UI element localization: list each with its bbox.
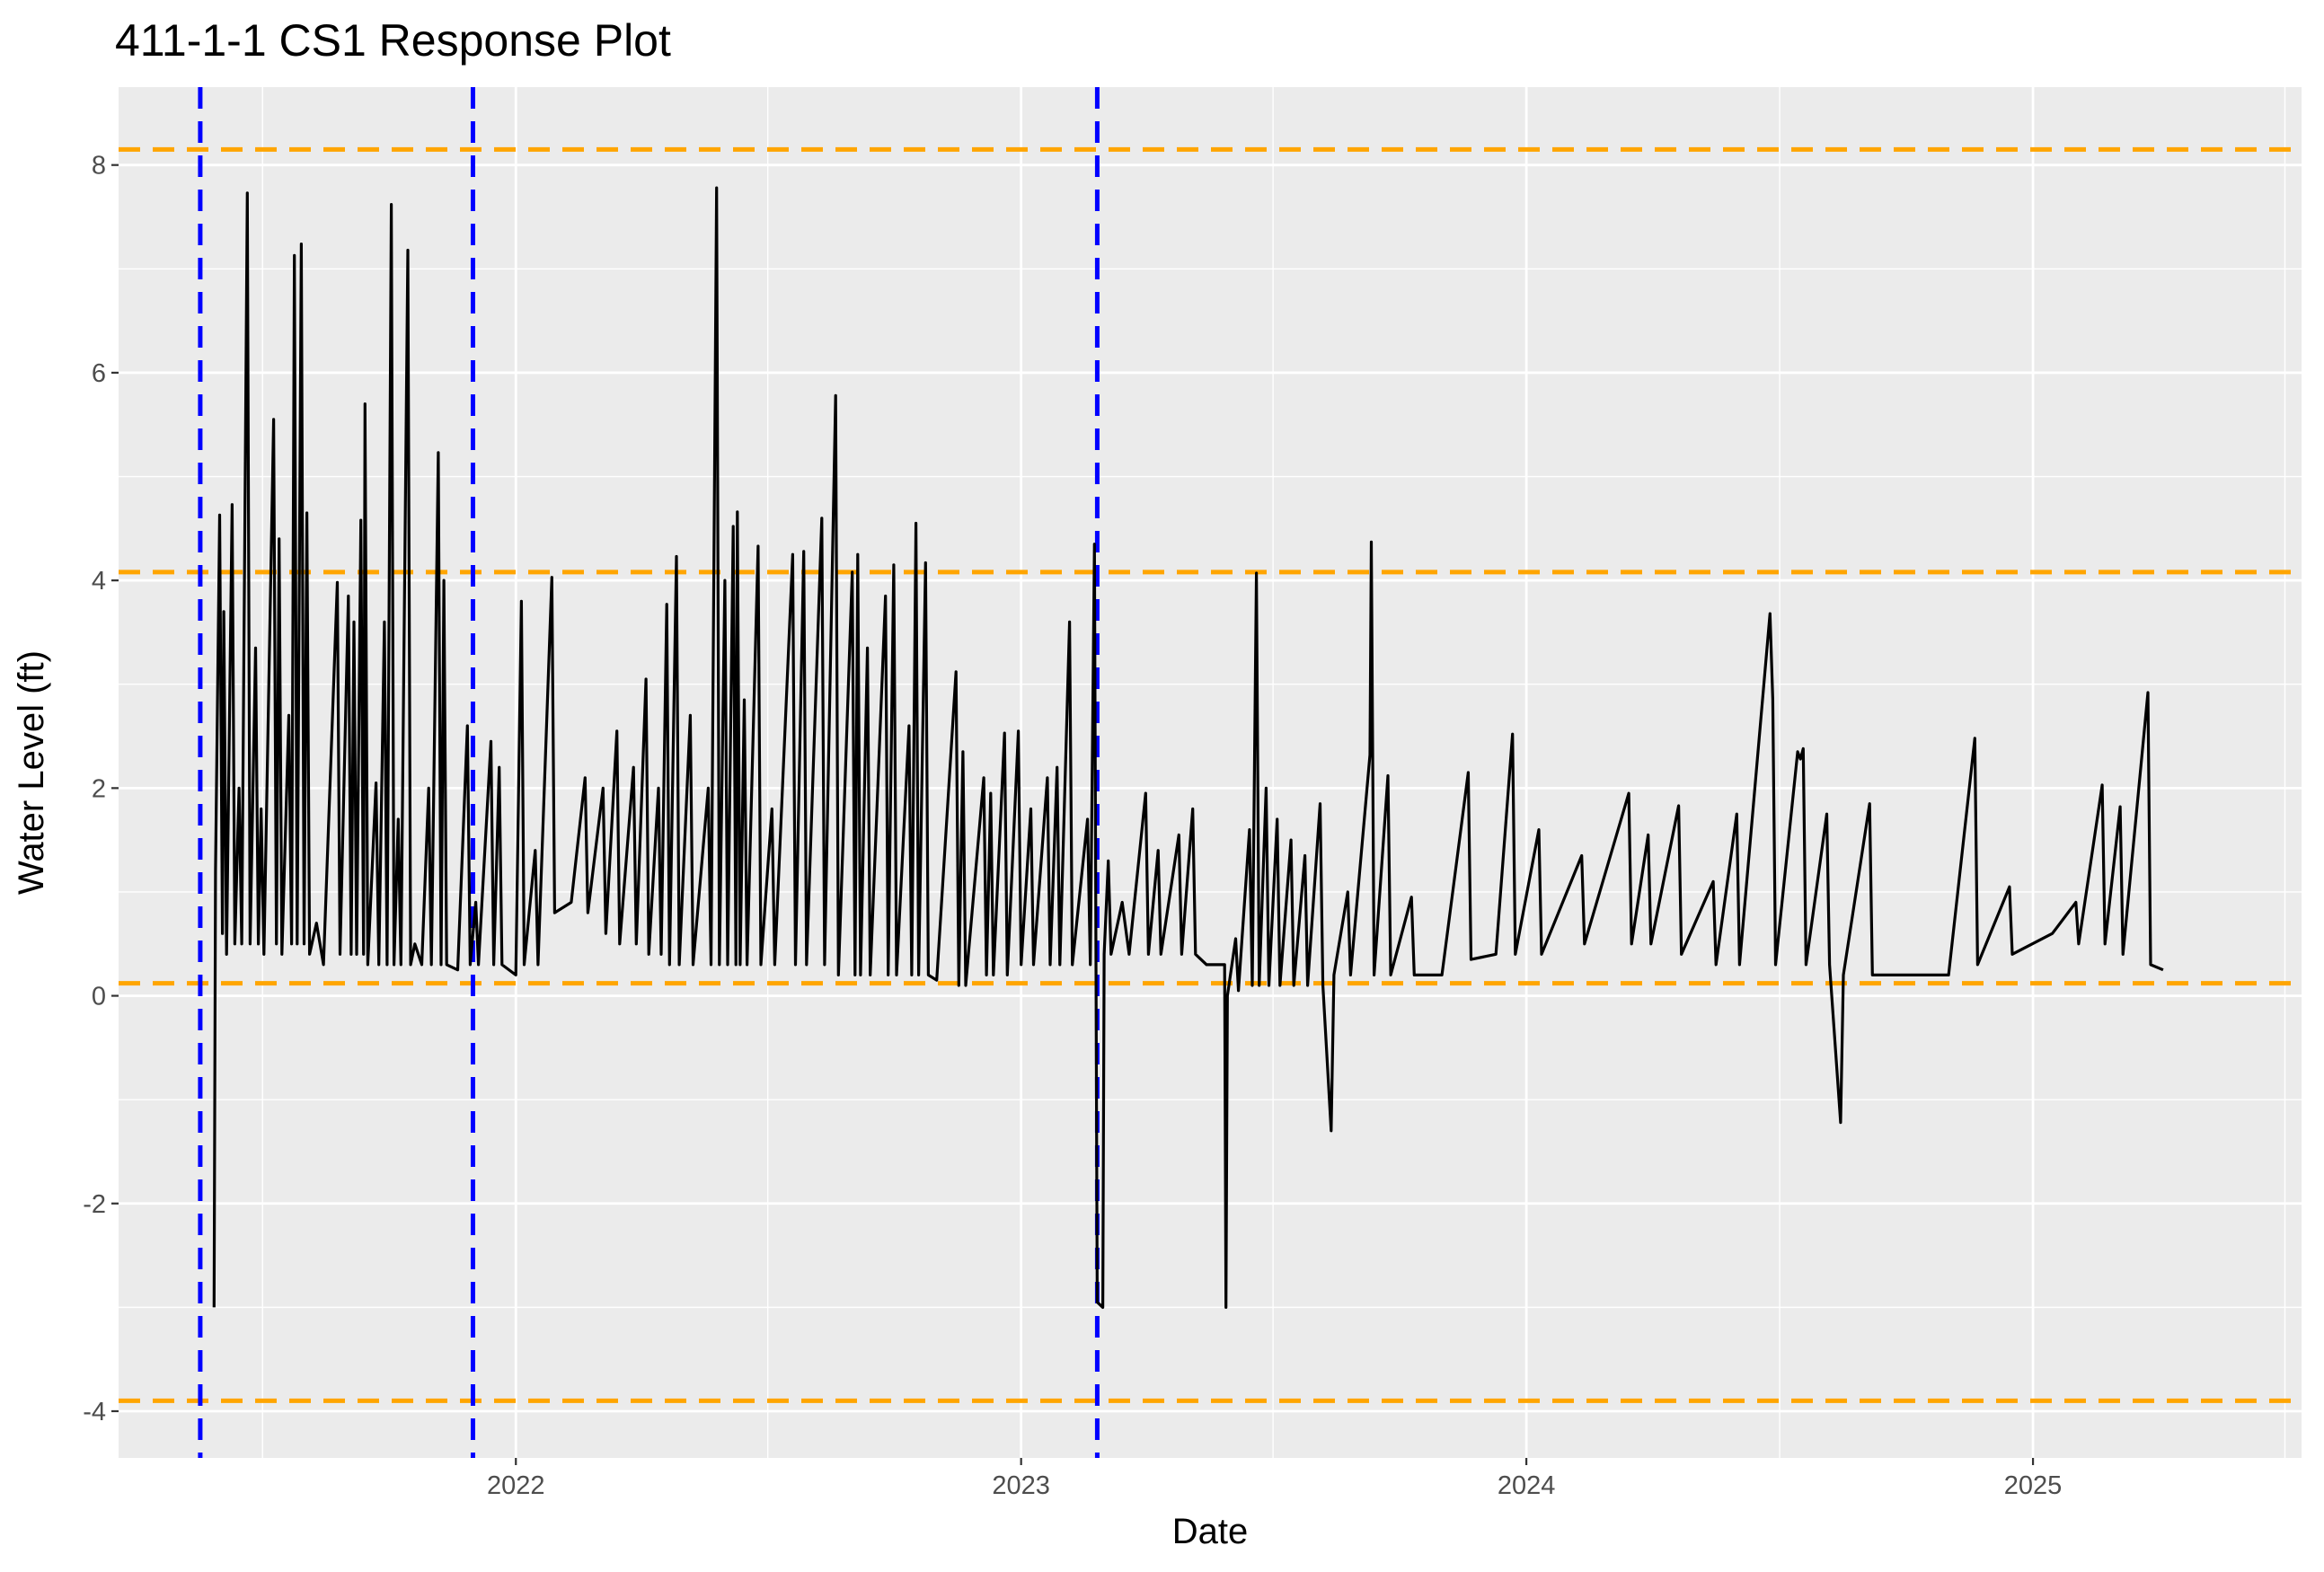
y-tick-label: 2 (92, 774, 106, 803)
x-tick-label: 2022 (487, 1471, 545, 1500)
x-tick-label: 2025 (2004, 1471, 2063, 1500)
y-tick-label: -2 (83, 1190, 106, 1219)
plot-panel (119, 87, 2302, 1458)
x-axis: 2022 2023 2024 2025 (487, 1458, 2062, 1500)
horizontal-reference-lines (119, 146, 2302, 1403)
major-gridlines (119, 87, 2302, 1458)
y-tick-label: -4 (83, 1398, 106, 1426)
chart-title: 411-1-1 CS1 Response Plot (115, 15, 671, 66)
y-axis-title: Water Level (ft) (12, 650, 51, 895)
y-axis: -4 -2 0 2 4 6 8 (83, 152, 119, 1426)
y-tick-label: 6 (92, 359, 106, 388)
y-tick-label: 8 (92, 152, 106, 181)
y-tick-label: 4 (92, 567, 106, 596)
y-tick-label: 0 (92, 983, 106, 1011)
x-axis-title: Date (1172, 1512, 1249, 1551)
x-tick-label: 2024 (1498, 1471, 1556, 1500)
water-level-series-line (212, 186, 2164, 1309)
x-tick-label: 2023 (992, 1471, 1050, 1500)
